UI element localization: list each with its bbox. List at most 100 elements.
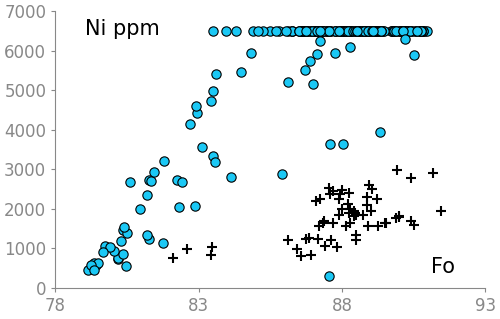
Point [416,28,424,33]
Point [314,236,322,241]
Point [308,28,316,33]
Point [208,28,216,33]
Point [352,28,360,33]
Point [394,215,402,220]
Point [324,28,332,33]
Point [302,28,310,33]
Point [282,28,290,33]
Point [209,88,217,93]
Point [389,28,397,33]
Point [325,273,333,278]
Point [327,28,335,33]
Point [370,28,378,33]
Point [415,28,423,33]
Point [376,28,384,33]
Point [416,28,424,33]
Point [316,28,324,33]
Point [136,206,143,211]
Point [259,28,267,33]
Point [120,225,128,230]
Point [417,28,425,33]
Point [341,28,349,33]
Point [272,28,280,33]
Point [388,28,396,33]
Point [349,28,357,33]
Point [342,28,349,33]
Point [299,28,307,33]
Point [306,59,314,64]
Point [143,233,151,238]
Text: Fo: Fo [431,257,455,277]
Point [339,141,347,146]
Point [336,191,344,196]
Point [114,256,122,261]
Point [193,110,201,115]
Point [364,203,372,208]
Point [396,28,404,33]
Point [348,28,356,33]
Point [320,28,328,33]
Point [276,28,283,33]
Point [342,224,350,229]
Point [344,28,352,33]
Point [359,28,367,33]
Point [316,38,324,43]
Point [364,28,372,33]
Point [393,168,401,173]
Point [90,261,98,266]
Point [174,205,182,210]
Point [338,28,346,33]
Point [284,79,292,85]
Point [366,28,374,33]
Point [114,256,122,262]
Point [173,177,181,182]
Point [399,28,407,33]
Point [207,253,215,258]
Point [324,28,332,33]
Point [346,210,354,215]
Point [328,189,336,194]
Point [298,253,306,258]
Point [351,211,359,216]
Point [344,201,352,206]
Point [116,238,124,243]
Point [400,28,407,33]
Point [297,28,305,33]
Point [302,28,310,33]
Point [394,214,402,219]
Point [326,28,334,33]
Point [208,154,216,159]
Point [142,192,150,197]
Point [303,28,311,33]
Point [314,28,322,33]
Point [284,28,292,33]
Point [333,245,341,250]
Point [388,28,396,33]
Point [367,208,375,213]
Point [352,213,360,218]
Point [346,45,354,50]
Point [298,28,306,33]
Point [299,28,307,33]
Point [300,28,308,33]
Point [314,28,322,33]
Point [320,218,328,223]
Point [430,171,438,176]
Point [119,228,127,233]
Point [330,28,338,33]
Point [413,28,421,33]
Point [317,28,325,33]
Point [222,28,230,33]
Point [404,28,411,33]
Point [146,178,154,183]
Point [346,28,354,33]
Point [392,28,400,33]
Point [106,244,114,249]
Point [336,28,344,33]
Point [364,28,372,33]
Point [410,222,418,227]
Text: Ni ppm: Ni ppm [86,19,160,40]
Point [378,28,386,33]
Point [410,52,418,57]
Point [408,28,416,33]
